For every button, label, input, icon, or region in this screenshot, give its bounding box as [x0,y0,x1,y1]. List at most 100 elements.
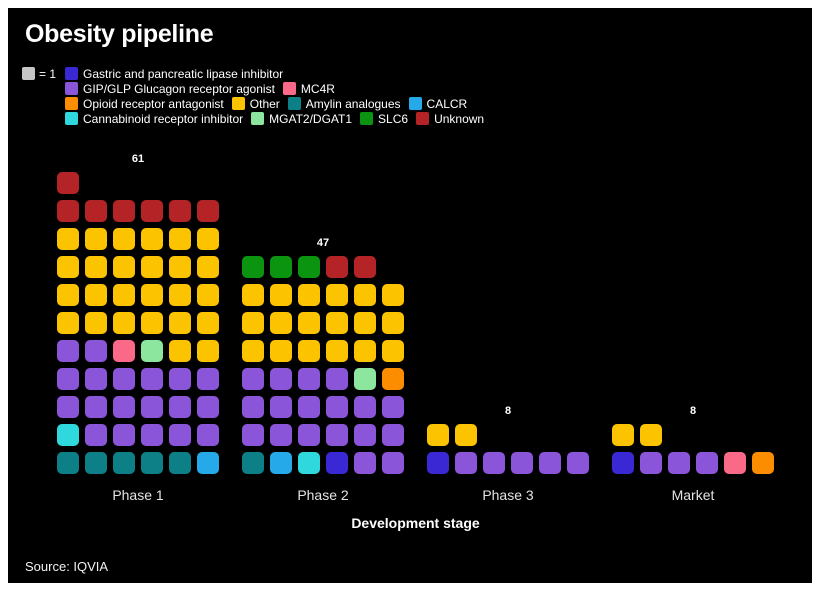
unit-square-gastric[interactable] [427,452,449,474]
unit-square-other[interactable] [141,312,163,334]
unit-square-opioid[interactable] [752,452,774,474]
unit-square-gipglp[interactable] [169,368,191,390]
unit-square-other[interactable] [57,256,79,278]
unit-square-gipglp[interactable] [483,452,505,474]
unit-square-amylin[interactable] [141,452,163,474]
unit-square-other[interactable] [427,424,449,446]
unit-square-other[interactable] [169,256,191,278]
unit-square-other[interactable] [169,228,191,250]
unit-square-other[interactable] [382,312,404,334]
unit-square-other[interactable] [197,340,219,362]
unit-square-other[interactable] [640,424,662,446]
unit-square-other[interactable] [382,340,404,362]
unit-square-opioid[interactable] [382,368,404,390]
unit-square-unknown[interactable] [57,172,79,194]
unit-square-other[interactable] [197,312,219,334]
unit-square-gipglp[interactable] [169,396,191,418]
unit-square-gipglp[interactable] [326,396,348,418]
unit-square-mc4r[interactable] [113,340,135,362]
unit-square-gipglp[interactable] [57,368,79,390]
unit-square-gipglp[interactable] [169,424,191,446]
unit-square-mc4r[interactable] [724,452,746,474]
unit-square-other[interactable] [298,340,320,362]
unit-square-unknown[interactable] [169,200,191,222]
unit-square-gipglp[interactable] [197,368,219,390]
unit-square-gipglp[interactable] [85,396,107,418]
unit-square-other[interactable] [57,228,79,250]
unit-square-other[interactable] [113,256,135,278]
unit-square-gipglp[interactable] [197,396,219,418]
unit-square-gipglp[interactable] [85,424,107,446]
unit-square-other[interactable] [169,340,191,362]
unit-square-other[interactable] [270,312,292,334]
unit-square-calcr[interactable] [197,452,219,474]
unit-square-other[interactable] [242,340,264,362]
unit-square-gipglp[interactable] [270,396,292,418]
unit-square-gipglp[interactable] [455,452,477,474]
unit-square-gipglp[interactable] [141,396,163,418]
unit-square-gipglp[interactable] [57,396,79,418]
unit-square-gipglp[interactable] [668,452,690,474]
unit-square-gipglp[interactable] [640,452,662,474]
unit-square-other[interactable] [85,284,107,306]
unit-square-gastric[interactable] [326,452,348,474]
unit-square-gipglp[interactable] [197,424,219,446]
unit-square-mgat2[interactable] [354,368,376,390]
unit-square-other[interactable] [141,256,163,278]
unit-square-other[interactable] [113,284,135,306]
unit-square-other[interactable] [298,312,320,334]
unit-square-other[interactable] [382,284,404,306]
unit-square-other[interactable] [455,424,477,446]
unit-square-other[interactable] [270,340,292,362]
unit-square-gipglp[interactable] [270,424,292,446]
unit-square-other[interactable] [242,284,264,306]
unit-square-other[interactable] [169,284,191,306]
unit-square-other[interactable] [113,312,135,334]
unit-square-other[interactable] [85,312,107,334]
unit-square-gipglp[interactable] [326,368,348,390]
unit-square-mgat2[interactable] [141,340,163,362]
unit-square-unknown[interactable] [57,200,79,222]
unit-square-gipglp[interactable] [113,424,135,446]
unit-square-other[interactable] [57,312,79,334]
unit-square-gipglp[interactable] [85,368,107,390]
unit-square-gipglp[interactable] [326,424,348,446]
unit-square-gipglp[interactable] [270,368,292,390]
unit-square-gastric[interactable] [612,452,634,474]
unit-square-gipglp[interactable] [354,452,376,474]
unit-square-amylin[interactable] [242,452,264,474]
unit-square-other[interactable] [242,312,264,334]
unit-square-other[interactable] [612,424,634,446]
unit-square-gipglp[interactable] [85,340,107,362]
unit-square-other[interactable] [85,228,107,250]
unit-square-gipglp[interactable] [113,368,135,390]
unit-square-other[interactable] [197,284,219,306]
unit-square-gipglp[interactable] [382,424,404,446]
unit-square-gipglp[interactable] [141,368,163,390]
unit-square-other[interactable] [197,256,219,278]
unit-square-other[interactable] [141,228,163,250]
unit-square-other[interactable] [113,228,135,250]
unit-square-other[interactable] [197,228,219,250]
unit-square-slc6[interactable] [270,256,292,278]
unit-square-gipglp[interactable] [298,396,320,418]
unit-square-other[interactable] [354,340,376,362]
unit-square-unknown[interactable] [113,200,135,222]
unit-square-gipglp[interactable] [242,368,264,390]
unit-square-amylin[interactable] [85,452,107,474]
unit-square-other[interactable] [326,340,348,362]
unit-square-calcr[interactable] [270,452,292,474]
unit-square-other[interactable] [169,312,191,334]
unit-square-cannabinoid[interactable] [57,424,79,446]
unit-square-gipglp[interactable] [382,396,404,418]
unit-square-gipglp[interactable] [298,424,320,446]
unit-square-gipglp[interactable] [696,452,718,474]
unit-square-gipglp[interactable] [354,424,376,446]
unit-square-amylin[interactable] [169,452,191,474]
unit-square-other[interactable] [354,312,376,334]
unit-square-gipglp[interactable] [354,396,376,418]
unit-square-unknown[interactable] [354,256,376,278]
unit-square-amylin[interactable] [113,452,135,474]
unit-square-other[interactable] [57,284,79,306]
unit-square-other[interactable] [326,284,348,306]
